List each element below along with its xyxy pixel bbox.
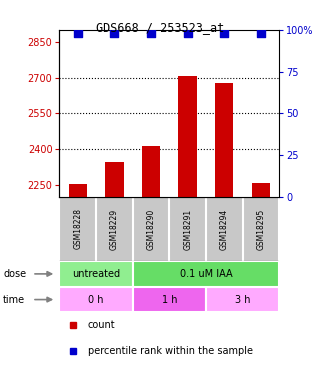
Bar: [59, 261, 133, 287]
Text: GSM18229: GSM18229: [110, 209, 119, 249]
Point: [75, 30, 80, 36]
Point: [258, 30, 264, 36]
Bar: [178, 76, 197, 197]
Text: untreated: untreated: [72, 269, 120, 279]
Text: GDS668 / 253523_at: GDS668 / 253523_at: [96, 21, 225, 34]
Bar: [133, 287, 206, 312]
Text: GSM18228: GSM18228: [73, 209, 82, 249]
Bar: [215, 83, 233, 197]
Bar: [252, 183, 270, 197]
Text: 3 h: 3 h: [235, 295, 250, 304]
Point: [222, 30, 227, 36]
Text: GSM18294: GSM18294: [220, 209, 229, 250]
Text: 0.1 uM IAA: 0.1 uM IAA: [180, 269, 232, 279]
Point: [148, 30, 153, 36]
Text: count: count: [88, 320, 116, 330]
Text: GSM18295: GSM18295: [256, 209, 265, 250]
Point: [112, 30, 117, 36]
Text: time: time: [3, 295, 25, 304]
Text: 1 h: 1 h: [161, 295, 177, 304]
Text: dose: dose: [3, 269, 26, 279]
Text: percentile rank within the sample: percentile rank within the sample: [88, 346, 253, 356]
Bar: [59, 287, 133, 312]
Bar: [142, 146, 160, 197]
Text: GSM18291: GSM18291: [183, 209, 192, 249]
Bar: [133, 261, 279, 287]
Bar: [69, 184, 87, 197]
Point: [185, 30, 190, 36]
Bar: [105, 162, 124, 197]
Text: 0 h: 0 h: [88, 295, 104, 304]
Text: GSM18290: GSM18290: [146, 209, 155, 250]
Bar: [206, 287, 279, 312]
